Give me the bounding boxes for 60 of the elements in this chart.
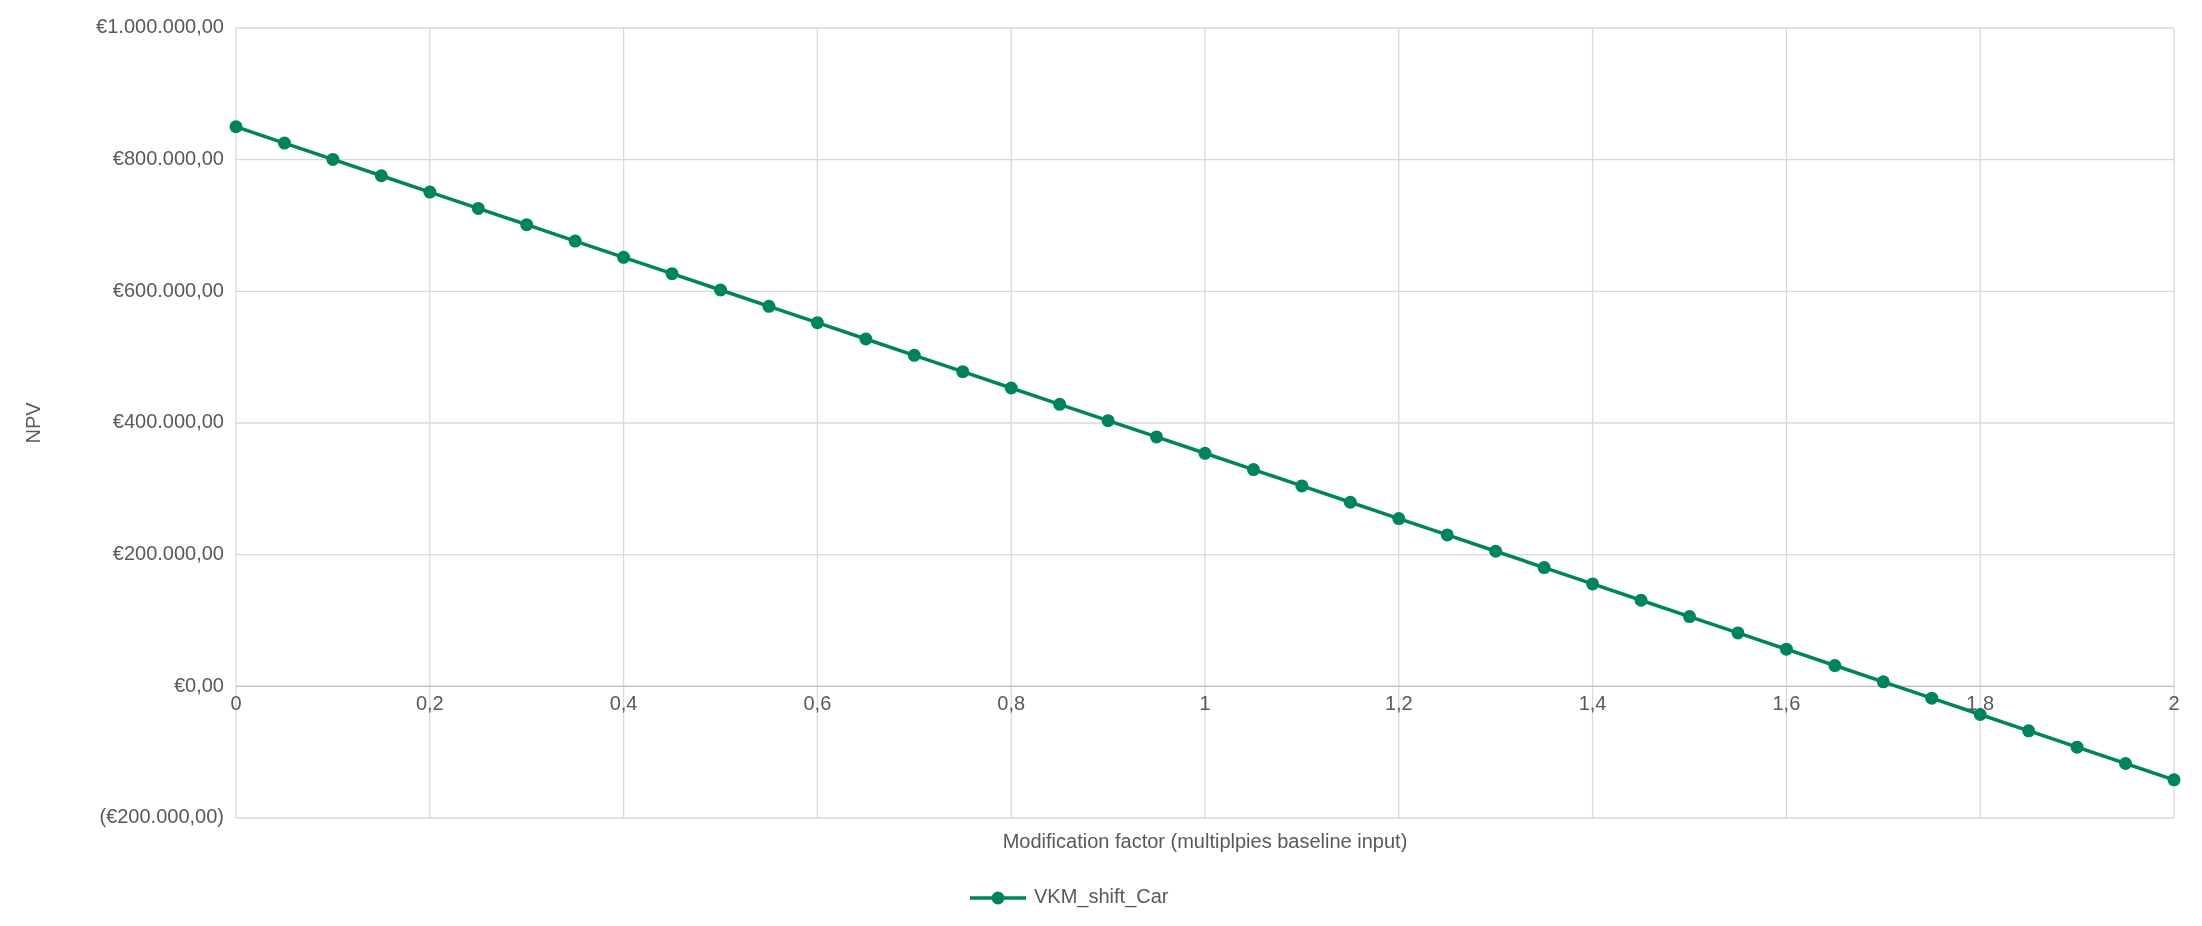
point bbox=[1828, 659, 1842, 673]
point bbox=[2119, 756, 2133, 770]
point bbox=[1876, 675, 1890, 689]
point bbox=[1198, 446, 1212, 460]
point bbox=[1925, 691, 1939, 705]
legend-label: VKM_shift_Car bbox=[1034, 885, 1169, 909]
x-tick-label: 1,4 bbox=[1578, 692, 1607, 715]
y-tick-label: €600.000,00 bbox=[112, 278, 224, 301]
point bbox=[1392, 512, 1406, 526]
point bbox=[1537, 561, 1551, 575]
x-axis-title: Modification factor (multiplpies baseline input) bbox=[1002, 830, 1408, 852]
point bbox=[714, 283, 727, 297]
point bbox=[568, 234, 582, 248]
point bbox=[1343, 495, 1357, 509]
point bbox=[907, 348, 921, 362]
point bbox=[665, 267, 679, 281]
x-tick-label: 2 bbox=[2168, 692, 2180, 715]
point bbox=[1295, 479, 1309, 493]
point bbox=[277, 136, 291, 150]
point bbox=[229, 120, 243, 134]
point bbox=[1683, 610, 1696, 624]
x-tick-label: 0,6 bbox=[803, 692, 832, 715]
x-tick-label: 0,2 bbox=[415, 692, 444, 715]
point bbox=[859, 332, 873, 346]
point bbox=[1053, 397, 1067, 411]
point bbox=[1150, 430, 1164, 444]
y-tick-label: €400.000,00 bbox=[112, 410, 224, 433]
point bbox=[520, 218, 534, 232]
point bbox=[2167, 773, 2181, 787]
point bbox=[1101, 414, 1115, 428]
y-axis-title: NPV bbox=[22, 401, 44, 444]
x-tick-label: 0,4 bbox=[609, 692, 638, 715]
point bbox=[1246, 463, 1260, 477]
point bbox=[1779, 642, 1793, 656]
point bbox=[1586, 577, 1600, 591]
point bbox=[1731, 626, 1745, 640]
point bbox=[326, 152, 340, 166]
point bbox=[1489, 544, 1503, 558]
x-tick-label: 0 bbox=[230, 692, 242, 715]
point bbox=[2070, 740, 2084, 754]
y-tick-label: €200.000,00 bbox=[112, 541, 224, 564]
point bbox=[2022, 724, 2036, 738]
point bbox=[1440, 528, 1454, 542]
y-tick-label: €1.000.000,00 bbox=[96, 15, 224, 38]
point bbox=[617, 250, 631, 264]
point bbox=[810, 316, 824, 330]
point bbox=[1004, 381, 1018, 395]
point bbox=[471, 201, 485, 215]
x-tick-label: 1,6 bbox=[1772, 692, 1801, 715]
x-tick-label: 1 bbox=[1199, 692, 1211, 715]
x-tick-label: 0,8 bbox=[997, 692, 1026, 715]
point bbox=[956, 365, 970, 379]
point bbox=[423, 185, 437, 199]
y-tick-label: €0,00 bbox=[173, 673, 224, 696]
point bbox=[1634, 593, 1648, 607]
x-tick-label: 1,2 bbox=[1384, 692, 1413, 715]
point bbox=[762, 299, 776, 313]
y-tick-label: (€200.000,00) bbox=[99, 805, 224, 828]
y-tick-label: €800.000,00 bbox=[112, 146, 224, 169]
point bbox=[374, 169, 388, 183]
